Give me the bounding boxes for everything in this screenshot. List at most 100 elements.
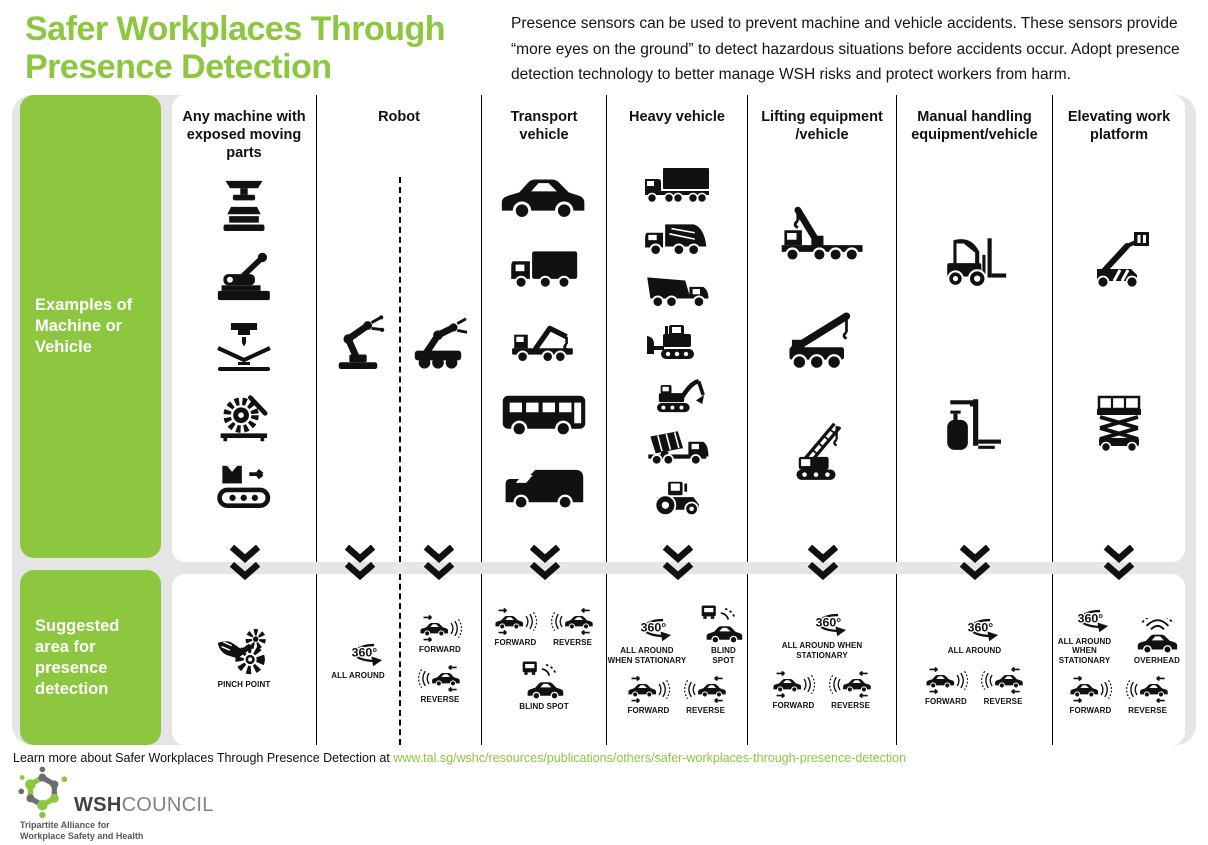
reverse-icon [981, 666, 1025, 694]
detection-rows: FORWARD REVERSE [417, 574, 463, 745]
crawler-crane-icon [785, 419, 858, 481]
forward-icon [771, 671, 816, 699]
column-manual-handling-equipment-vehicle: Manual handling equipment/vehicle [897, 95, 1053, 562]
detection-board: PINCH POINT 360° ALL AROUND FORWARD REVERSE F… [172, 574, 1185, 745]
column-header: Heavy vehicle [629, 109, 725, 125]
intro-text: Presence sensors can be used to prevent … [511, 15, 1180, 83]
page-title: Safer Workplaces Through Presence Detect… [25, 10, 446, 86]
detection-item: FORWARD [493, 608, 538, 648]
circular-saw-icon [216, 392, 272, 444]
chevron-down-icon [227, 539, 263, 588]
detection-column-robot: 360° ALL AROUND FORWARD REVERSE [317, 574, 482, 745]
detection-column-manual-handling-equipment-vehicle: 360° ALL AROUND FORWARD REVERSE [897, 574, 1053, 745]
detection-label: ALL AROUND WHEN STATIONARY [607, 646, 687, 665]
detection-item: FORWARD [924, 666, 968, 707]
svg-text:360°: 360° [1078, 611, 1104, 625]
bus-icon [500, 393, 588, 437]
detection-label: ALL AROUND WHEN STATIONARY [1057, 636, 1112, 665]
lever-cutter-icon [216, 250, 272, 302]
detection-column-elevating-work-platform: 360° ALL AROUND WHEN STATIONARY OVERHEAD FO… [1053, 574, 1185, 745]
mobile-robot-icon [409, 312, 471, 375]
detection-rows: 360° ALL AROUND FORWARD REVERSE [897, 574, 1052, 745]
column-robot: Robot [317, 95, 482, 562]
forward-icon [1068, 676, 1113, 703]
robot-split [317, 155, 481, 562]
dump-truck-icon [643, 270, 711, 309]
detection-row-label: Suggested area for presence detection [35, 616, 120, 698]
detection-item: OVERHEAD [1129, 617, 1185, 666]
detection-item: REVERSE [828, 671, 873, 711]
detection-item: REVERSE [1125, 676, 1170, 716]
press-machine-icon [218, 179, 270, 232]
detection-label: FORWARD [627, 706, 670, 716]
detection-row: BLIND SPOT [482, 659, 606, 712]
detection-row: 360° ALL AROUND WHEN STATIONARY OVERHEAD [1053, 604, 1185, 666]
box-truck-icon [509, 247, 579, 291]
forward-icon [924, 666, 968, 694]
detection-item: 360° ALL AROUND [946, 613, 1002, 656]
detection-label: FORWARD [494, 638, 537, 647]
detection-label: ALL AROUND [947, 646, 1002, 655]
detection-row: FORWARD REVERSE [748, 671, 896, 711]
robot-detection-right: FORWARD REVERSE [399, 574, 481, 745]
reverse-icon [417, 665, 462, 692]
excavator-icon [648, 375, 706, 413]
forklift-icon [941, 230, 1007, 290]
detection-item: REVERSE [417, 665, 462, 705]
chevron-down-icon [805, 539, 841, 588]
detection-row: 360° ALL AROUND [330, 638, 386, 681]
360-icon: 360° [619, 613, 675, 643]
column-any-machine-with-exposed-moving-parts: Any machine with exposed moving parts [172, 95, 317, 562]
360-icon: 360° [1056, 604, 1112, 634]
overhead-icon [1129, 617, 1185, 653]
robot-dashed-divider [399, 574, 401, 745]
detection-rows: PINCH POINT [172, 574, 316, 745]
pallet-stacker-icon [941, 393, 1007, 453]
detection-label: REVERSE [553, 638, 593, 647]
detection-item: 360° ALL AROUND [330, 638, 386, 681]
page-title-line1: Safer Workplaces Through [25, 10, 446, 48]
detection-item: REVERSE [550, 608, 595, 648]
learn-more-link[interactable]: www.tal.sg/wshc/resources/publications/o… [393, 751, 907, 765]
chevron-down-icon [421, 539, 457, 588]
garbage-truck-icon [643, 218, 711, 257]
detection-rows: 360° ALL AROUND WHEN STATIONARY BLIND SPOT… [607, 574, 747, 745]
column-heavy-vehicle: Heavy vehicle [607, 95, 748, 562]
van-icon [503, 466, 586, 510]
chevron-down-icon [527, 539, 563, 588]
detection-row: 360° ALL AROUND WHEN STATIONARY BLIND SPOT [607, 603, 747, 665]
detection-label: REVERSE [420, 695, 460, 704]
reverse-icon [1125, 676, 1170, 703]
detection-row: REVERSE [417, 665, 462, 705]
detection-rows: 360° ALL AROUND WHEN STATIONARY FORWARD REV… [748, 574, 896, 745]
detection-item: 360° ALL AROUND WHEN STATIONARY [607, 613, 687, 665]
column-header: Elevating work platform [1067, 109, 1171, 143]
forward-icon [626, 676, 671, 704]
logo-wordmark-council: COUNCIL [121, 794, 214, 816]
forward-icon [493, 608, 538, 635]
learn-more: Learn more about Safer Workplaces Throug… [13, 751, 906, 765]
chevron-down-icon [342, 539, 378, 588]
robot-dashed-divider [399, 177, 401, 562]
logo-tagline-line1: Tripartite Alliance for [20, 820, 110, 830]
blind-spot-icon [700, 603, 747, 644]
detection-label: REVERSE [983, 696, 1023, 706]
360-icon: 360° [330, 638, 386, 668]
tractor-icon [650, 479, 704, 517]
detection-label: FORWARD [924, 696, 967, 706]
detection-row: FORWARD REVERSE [482, 608, 606, 648]
machine-icon-stack [748, 155, 896, 562]
reverse-icon [550, 608, 595, 635]
detection-label: REVERSE [1128, 706, 1168, 715]
detection-column-any-machine-with-exposed-moving-parts: PINCH POINT [172, 574, 317, 745]
detection-label: FORWARD [1069, 706, 1112, 715]
machine-icon-stack [607, 155, 747, 562]
column-transport-vehicle: Transport vehicle [482, 95, 607, 562]
detection-item: 360° ALL AROUND WHEN STATIONARY [1053, 604, 1116, 666]
detection-row: FORWARD REVERSE [607, 676, 747, 716]
semi-truck-icon [643, 166, 711, 204]
detection-item: FORWARD [418, 614, 463, 655]
detection-column-transport-vehicle: FORWARD REVERSE BLIND SPOT [482, 574, 607, 745]
detection-item: FORWARD [1068, 676, 1113, 716]
